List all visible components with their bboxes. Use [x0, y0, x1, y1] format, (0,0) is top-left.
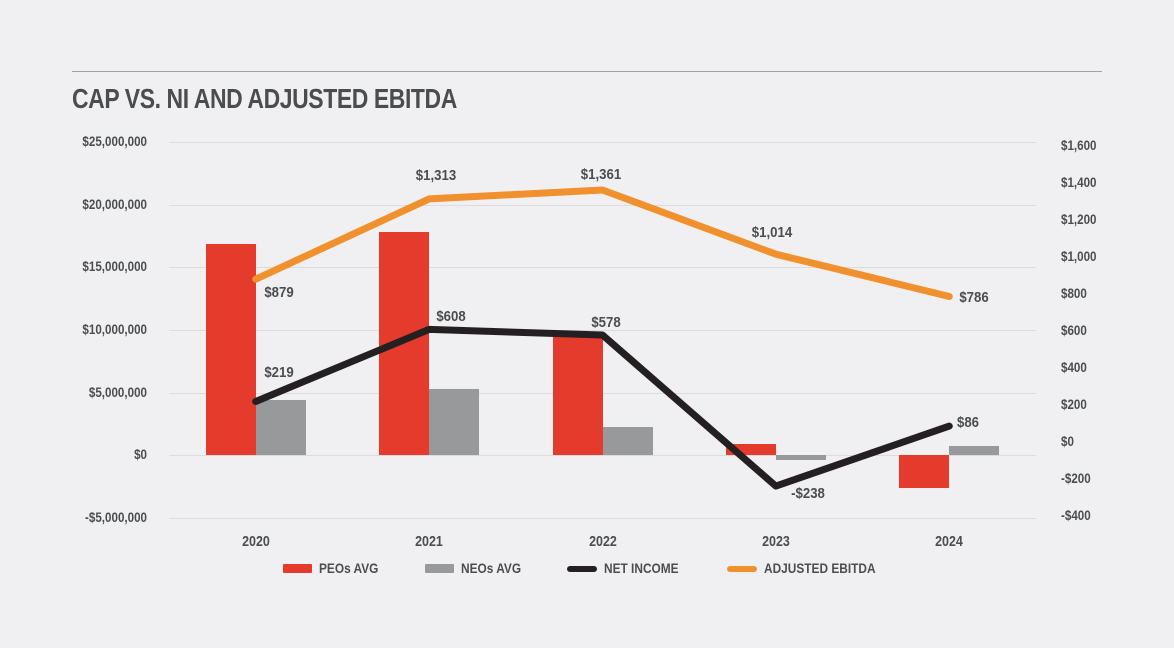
title-divider	[72, 71, 1102, 72]
legend-item-net-income: NET INCOME	[567, 561, 689, 576]
data-label-net-income-2024: $86	[957, 414, 980, 432]
y-axis-left-tick: $0	[134, 447, 147, 463]
y-axis-left-tick: $10,000,000	[82, 322, 147, 337]
x-axis-label-2021: 2021	[415, 534, 443, 550]
grid-line	[169, 392, 1036, 394]
bar-neos-avg-2021	[429, 388, 480, 456]
legend-swatch-neos-avg	[424, 564, 454, 573]
y-axis-right-tick: $800	[1061, 285, 1087, 301]
y-axis-left-tick: $15,000,000	[82, 259, 147, 275]
chart-title: CAP VS. NI AND ADJUSTED EBITDA	[72, 83, 457, 114]
y-axis-right-tick: $0	[1061, 434, 1074, 450]
bar-neos-avg-2024	[949, 445, 1000, 456]
bar-neos-avg-2020	[255, 400, 306, 456]
grid-line	[169, 267, 1036, 269]
y-axis-right-tick: $1,000	[1061, 248, 1097, 264]
legend-label-neos-avg: NEOs AVG	[460, 561, 521, 576]
bar-peos-avg-2021	[379, 232, 430, 456]
y-axis-right-tick: $1,400	[1061, 174, 1097, 190]
legend-item-adjusted-ebitda: ADJUSTED EBITDA	[726, 561, 891, 576]
y-axis-right-tick: $200	[1061, 397, 1087, 412]
x-axis-label-2020: 2020	[241, 534, 270, 550]
legend-swatch-net-income	[567, 565, 598, 572]
legend-swatch-peos-avg	[283, 564, 313, 573]
y-axis-left-tick: -$5,000,000	[85, 510, 147, 525]
y-axis-left-tick: $5,000,000	[88, 384, 147, 400]
data-label-net-income-2022: $578	[590, 314, 621, 331]
y-axis-right-tick: $1,600	[1061, 137, 1097, 153]
legend-label-adjusted-ebitda: ADJUSTED EBITDA	[763, 561, 876, 576]
legend: PEOs AVG NEOs AVG NET INCOME ADJUSTED EBITD…	[0, 561, 1174, 576]
y-axis-left-tick: $20,000,000	[82, 196, 147, 212]
y-axis-right-tick: $400	[1061, 360, 1087, 375]
bar-peos-avg-2022	[552, 336, 603, 456]
x-axis-label-2023: 2023	[762, 534, 790, 550]
y-axis-right-tick: -$200	[1061, 471, 1091, 487]
grid-line	[169, 142, 1036, 143]
legend-label-peos-avg: PEOs AVG	[319, 561, 379, 576]
x-axis-label-2022: 2022	[588, 534, 617, 550]
grid-line	[169, 518, 1036, 519]
bar-peos-avg-2020	[205, 243, 256, 456]
data-label-adjusted-ebitda-2022: $1,361	[580, 166, 621, 183]
legend-swatch-adjusted-ebitda	[726, 565, 757, 572]
y-axis-left-tick: $25,000,000	[82, 134, 147, 149]
data-label-adjusted-ebitda-2023: $1,014	[751, 224, 793, 242]
bar-peos-avg-2024	[899, 455, 950, 488]
x-axis-label-2024: 2024	[935, 534, 964, 550]
data-label-adjusted-ebitda-2020: $879	[264, 284, 294, 302]
legend-item-peos-avg: PEOs AVG	[283, 561, 387, 576]
data-label-net-income-2023: -$238	[791, 485, 825, 503]
line-net-income	[252, 325, 953, 490]
data-label-net-income-2020: $219	[264, 363, 294, 381]
grid-line	[169, 204, 1036, 206]
y-axis-right-tick: $1,200	[1061, 211, 1097, 227]
data-label-adjusted-ebitda-2021: $1,313	[415, 166, 457, 184]
legend-item-neos-avg: NEOs AVG	[424, 561, 529, 576]
y-axis-right-tick: $600	[1061, 322, 1087, 338]
y-axis-right-tick: -$400	[1061, 508, 1091, 524]
legend-label-net-income: NET INCOME	[604, 561, 679, 576]
bar-neos-avg-2023	[775, 455, 826, 461]
bar-neos-avg-2022	[602, 426, 653, 456]
line-adjusted-ebitda	[252, 186, 953, 300]
data-label-net-income-2021: $608	[436, 308, 466, 326]
data-label-adjusted-ebitda-2024: $786	[959, 288, 989, 306]
bar-peos-avg-2023	[725, 444, 776, 456]
